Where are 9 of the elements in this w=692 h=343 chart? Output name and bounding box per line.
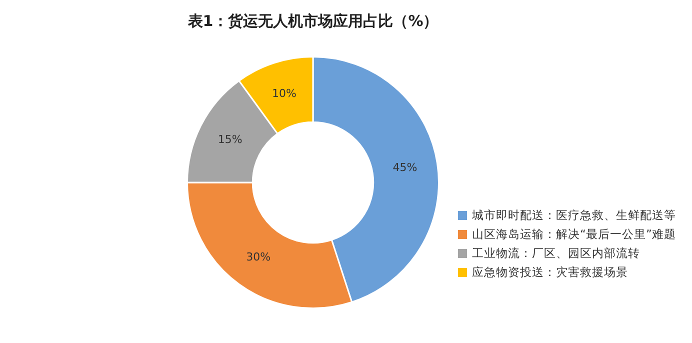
data-label: 15% — [218, 133, 242, 146]
legend-label: 应急物资投送：灾害救援场景 — [472, 265, 628, 280]
data-label: 45% — [392, 160, 418, 174]
data-label: 10% — [272, 86, 296, 100]
data-label: 30% — [246, 250, 271, 264]
chart-title: 表1：货运无人机市场应用占比（%） — [186, 12, 440, 31]
legend-label: 山区海岛运输：解决“最后一公里”难题 — [472, 227, 676, 242]
legend-label: 城市即时配送：医疗急救、生鲜配送等 — [472, 208, 676, 223]
legend-label: 工业物流：厂区、园区内部流转 — [472, 246, 640, 261]
